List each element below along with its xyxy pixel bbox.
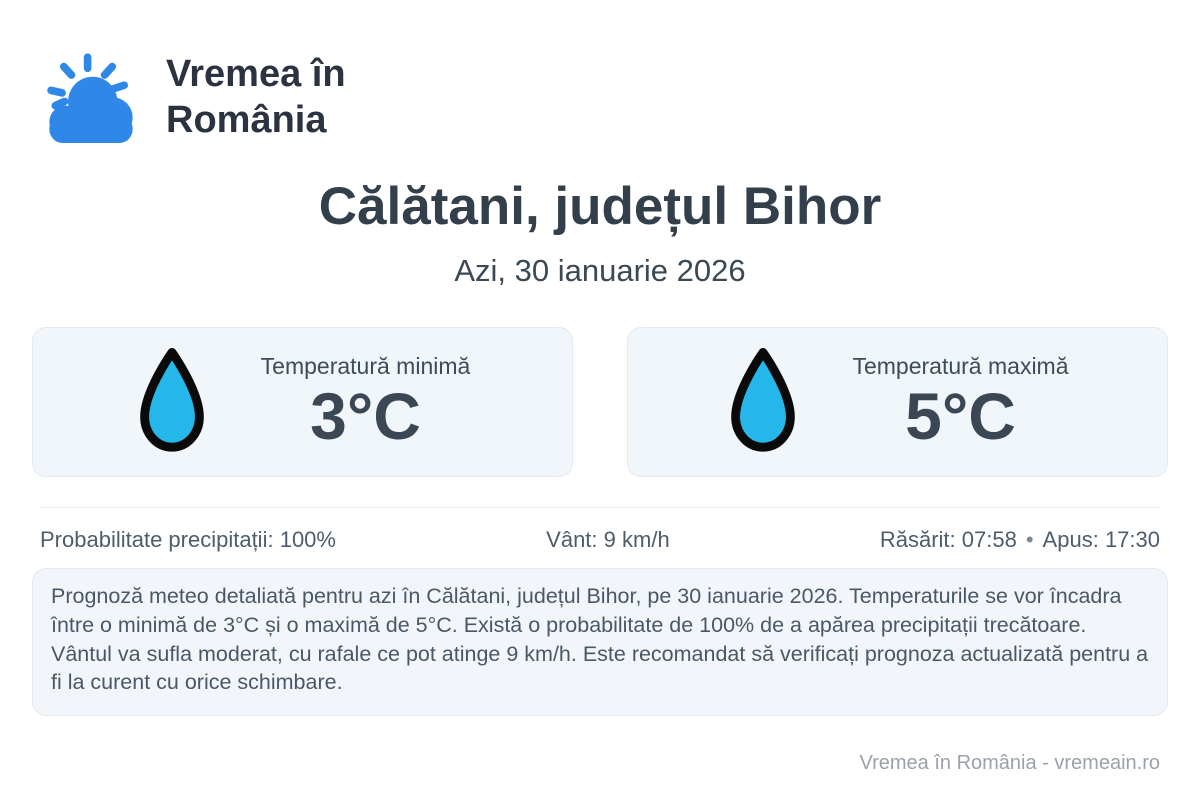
brand-name: Vremea în România xyxy=(166,52,346,143)
page-title: Călătani, județul Bihor xyxy=(318,177,882,236)
precipitation-value: 100% xyxy=(279,527,336,552)
max-temperature-text: Temperatură maximă 5°C xyxy=(852,353,1068,451)
forecast-summary-box: Prognoză meteo detaliată pentru azi în C… xyxy=(32,568,1168,716)
max-temperature-card: Temperatură maximă 5°C xyxy=(627,327,1168,477)
water-drop-icon xyxy=(731,347,796,452)
temperature-cards: Temperatură minimă 3°C Temperatură maxim… xyxy=(32,327,1168,477)
wind-value: 9 km/h xyxy=(603,527,670,552)
sun-behind-cloud-icon xyxy=(47,53,133,144)
footer: Vremea în România - vremeain.ro xyxy=(860,752,1161,775)
sunrise-value: 07:58 xyxy=(961,527,1017,552)
min-temperature-label: Temperatură minimă xyxy=(260,352,471,379)
sunrise-label: Răsărit: xyxy=(879,527,956,552)
wind-label: Vânt: xyxy=(546,527,598,552)
precipitation-label: Probabilitate precipitații: xyxy=(40,527,274,552)
min-temperature-text: Temperatură minimă 3°C xyxy=(261,353,471,451)
stats-row: Probabilitate precipitații: 100% Vânt: 9… xyxy=(40,527,1160,553)
sunset-label: Apus: xyxy=(1042,527,1099,552)
brand-name-line2: România xyxy=(166,99,327,141)
forecast-summary-text: Prognoză meteo detaliată pentru azi în C… xyxy=(51,584,1149,695)
brand-name-line1: Vremea în xyxy=(166,53,346,96)
max-temperature-label: Temperatură maximă xyxy=(852,352,1069,379)
sun-times-stat: Răsărit: 07:58 • Apus: 17:30 xyxy=(880,527,1160,553)
water-drop-icon xyxy=(139,347,204,452)
date-subtitle: Azi, 30 ianuarie 2026 xyxy=(454,253,746,288)
bullet-separator: • xyxy=(1025,527,1034,552)
footer-credit: Vremea în România - vremeain.ro xyxy=(859,752,1161,774)
brand-header: Vremea în România xyxy=(0,0,1200,154)
divider xyxy=(40,507,1160,508)
min-temperature-value: 3°C xyxy=(310,378,421,453)
precipitation-stat: Probabilitate precipitații: 100% xyxy=(40,527,336,553)
sunset-value: 17:30 xyxy=(1104,527,1160,552)
wind-stat: Vânt: 9 km/h xyxy=(546,527,670,553)
min-temperature-card: Temperatură minimă 3°C xyxy=(32,327,573,477)
max-temperature-value: 5°C xyxy=(905,378,1016,453)
